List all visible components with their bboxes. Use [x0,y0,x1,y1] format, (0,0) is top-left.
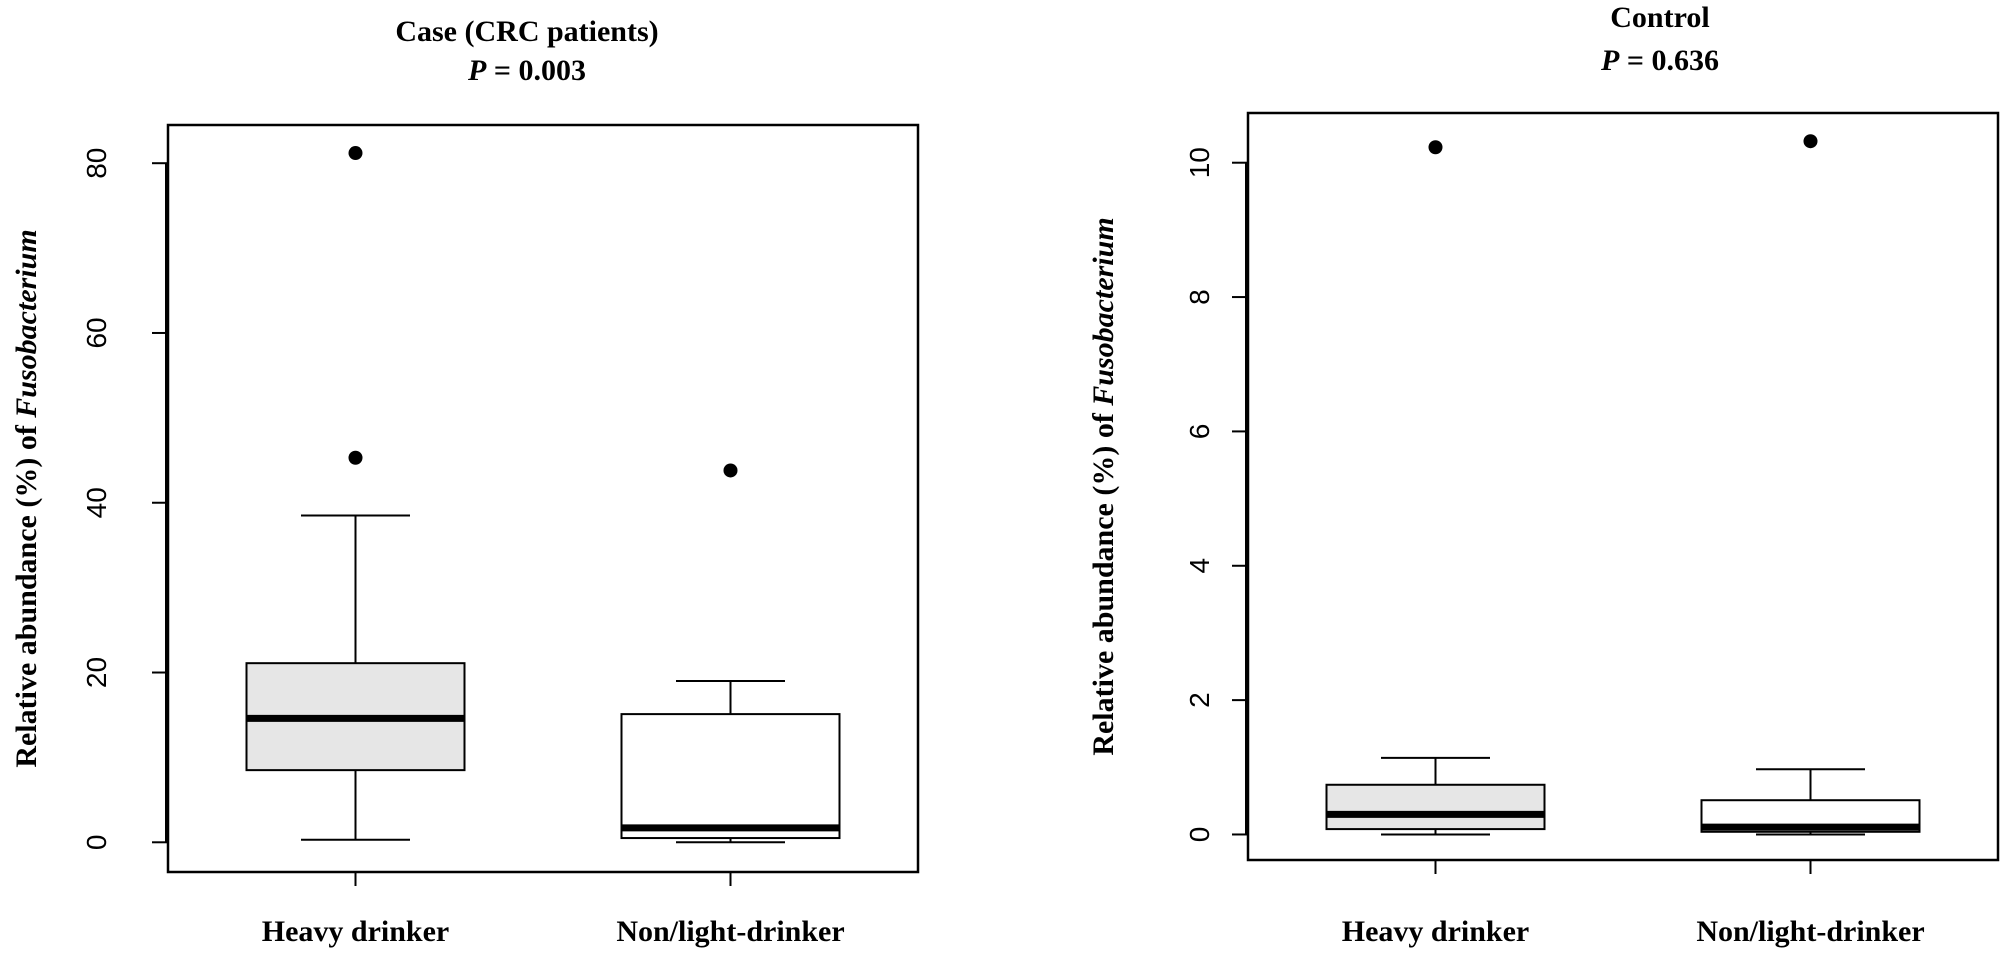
plot-frame [1246,111,2000,862]
subtitle: P = 0.636 [1600,44,1719,77]
outlier [348,450,363,465]
outlier [1803,134,1818,149]
y-tick-label: 6 [1184,424,1215,440]
plot-frame [166,123,920,874]
x-tick-label: Heavy drinker [262,915,450,948]
y-tick-label: 2 [1184,692,1215,708]
box [1325,783,1546,831]
subtitle: P = 0.003 [467,54,586,87]
chart-title: Control [1610,1,1709,34]
y-tick-label: 20 [81,657,112,688]
x-tick-label: Non/light-drinker [1696,915,1924,948]
y-tick-label: 60 [81,317,112,348]
y-axis-label: Relative abundance (%) of Fusobacterium [1087,217,1120,755]
outlier [348,146,363,161]
y-tick-label: 10 [1184,147,1215,178]
x-tick-label: Heavy drinker [1342,915,1530,948]
y-tick-label: 0 [1184,827,1215,843]
y-tick-label: 80 [81,148,112,179]
x-tick-label: Non/light-drinker [616,915,844,948]
box [620,713,841,840]
y-tick-label: 8 [1184,289,1215,305]
y-axis-label: Relative abundance (%) of Fusobacterium [10,229,43,767]
y-tick-label: 0 [81,835,112,851]
y-tick-label: 40 [81,487,112,518]
outlier [723,463,738,478]
outlier [1428,140,1443,155]
y-tick-label: 4 [1184,558,1215,574]
chart-title: Case (CRC patients) [395,15,658,48]
